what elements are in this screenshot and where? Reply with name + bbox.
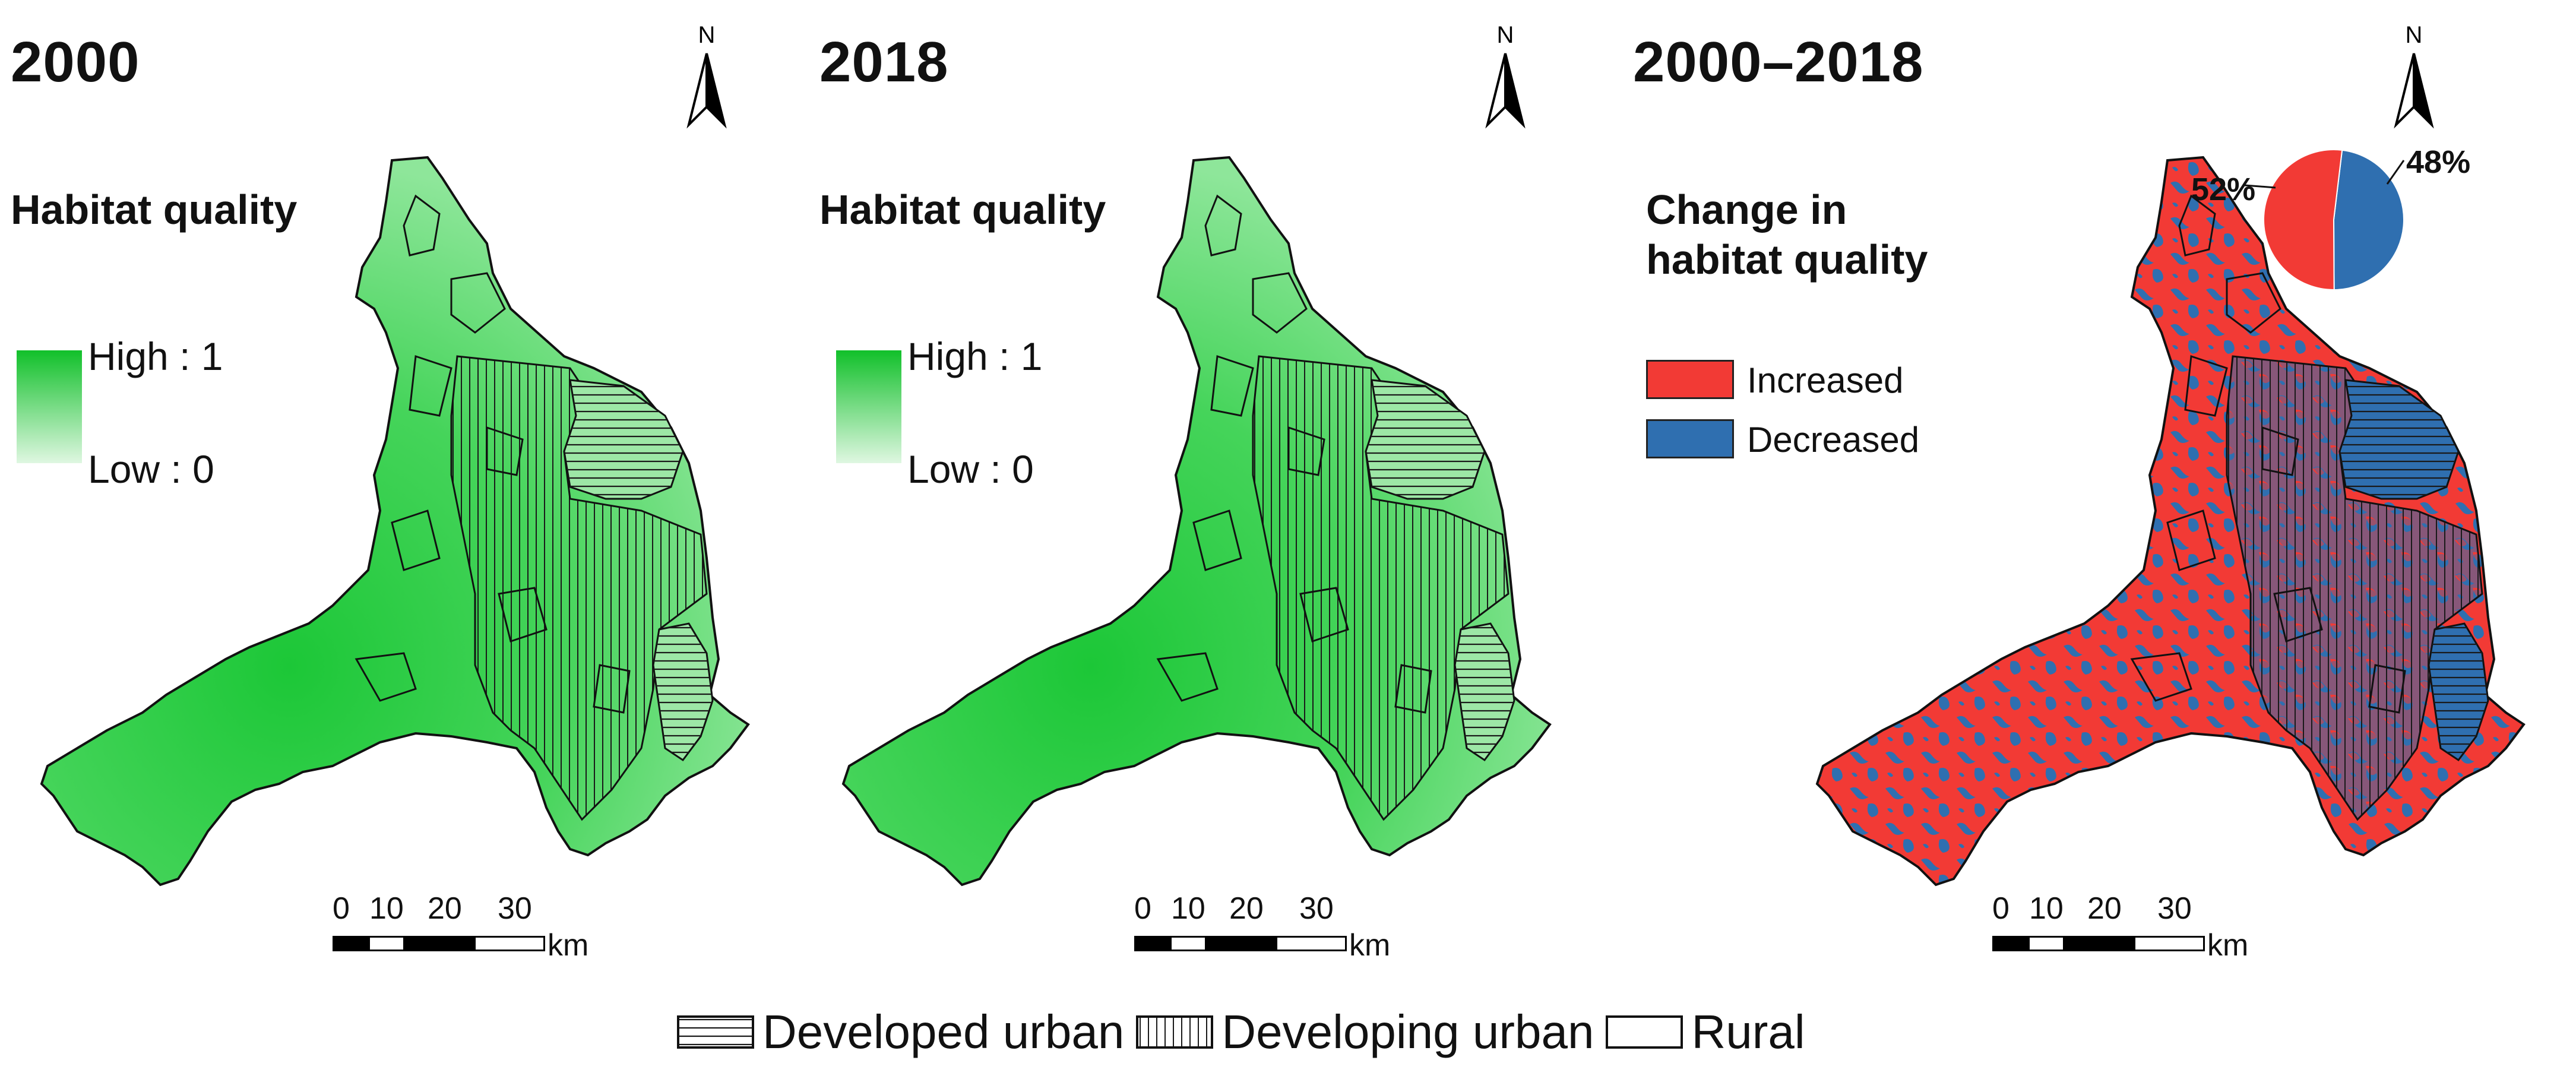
legend-low-label: Low : 0 [88,447,214,491]
pie-decreased-label: 48% [2406,144,2471,180]
habitat-gradient-swatch [17,350,82,463]
vertical-hatch-icon [1136,1015,1214,1049]
north-label: N [1497,24,1514,48]
scale-tick: 30 [498,891,532,926]
legend-item-rural: Rural [1606,1005,1805,1059]
habitat-map-2000 [40,156,749,886]
legend-title-line1: Change in [1646,186,1847,233]
habitat-map-2018 [842,156,1551,886]
scale-tick: 0 [1992,891,2009,926]
map-panel-change: 2000–2018 N Change in habitat quality In… [1615,0,2576,968]
empty-box-icon [1606,1015,1683,1049]
legend-low-label: Low : 0 [907,447,1034,491]
decreased-label: Decreased [1747,420,1920,460]
increased-swatch [1646,360,1734,399]
increased-label: Increased [1747,360,1904,400]
legend-item-developed: Developed urban [677,1005,1124,1059]
legend-developed-label: Developed urban [762,1005,1125,1058]
scale-tick: 10 [2029,891,2064,926]
north-arrow-icon: N [680,22,733,137]
legend-developing-label: Developing urban [1221,1005,1594,1058]
scale-unit: km [2207,928,2249,963]
pie-slice-decreased [2333,149,2404,291]
horizontal-hatch-icon [677,1015,754,1049]
panel-year-title: 2000–2018 [1633,30,1924,94]
decreased-swatch [1646,419,1734,458]
scale-bar: 0 10 20 30 km [333,891,588,963]
legend-rural-label: Rural [1691,1005,1805,1058]
scale-unit: km [1349,928,1391,963]
map-panel-2000: 2000 N Habitat quality High : 1 Low : 0 [0,0,819,968]
north-arrow-icon: N [1479,22,1532,137]
panel-year-title: 2018 [819,30,949,94]
scale-bar: 0 10 20 30 km [1992,891,2248,963]
scale-unit: km [548,928,589,963]
change-pie-chart [2263,149,2404,291]
map-panel-2018: 2018 N Habitat quality High : 1 Low : 0 [802,0,1621,968]
scale-tick: 20 [2087,891,2122,926]
zone-legend: Developed urban Developing urban Rural [677,1002,1817,1062]
scale-tick: 20 [428,891,462,926]
legend-title: Habitat quality [11,186,298,233]
habitat-change-map [1816,149,2525,886]
legend-high-label: High : 1 [88,334,223,378]
legend-title-line2: habitat quality [1646,236,1928,283]
scale-tick: 30 [2157,891,2192,926]
north-label: N [2406,24,2423,48]
panel-year-title: 2000 [11,30,140,94]
habitat-gradient-swatch [836,350,901,463]
scale-tick: 10 [1171,891,1205,926]
pie-increased-label: 52% [2191,172,2256,207]
legend-item-developing: Developing urban [1136,1005,1594,1059]
north-label: N [698,24,716,48]
scale-tick: 10 [369,891,404,926]
scale-tick: 30 [1299,891,1334,926]
scale-tick: 0 [1134,891,1151,926]
north-arrow-icon: N [2387,22,2441,137]
scale-bar: 0 10 20 30 km [1134,891,1390,963]
legend-title: Habitat quality [819,186,1106,233]
pie-slice-increased [2263,149,2343,290]
scale-tick: 20 [1229,891,1264,926]
scale-tick: 0 [333,891,350,926]
legend-high-label: High : 1 [907,334,1043,378]
